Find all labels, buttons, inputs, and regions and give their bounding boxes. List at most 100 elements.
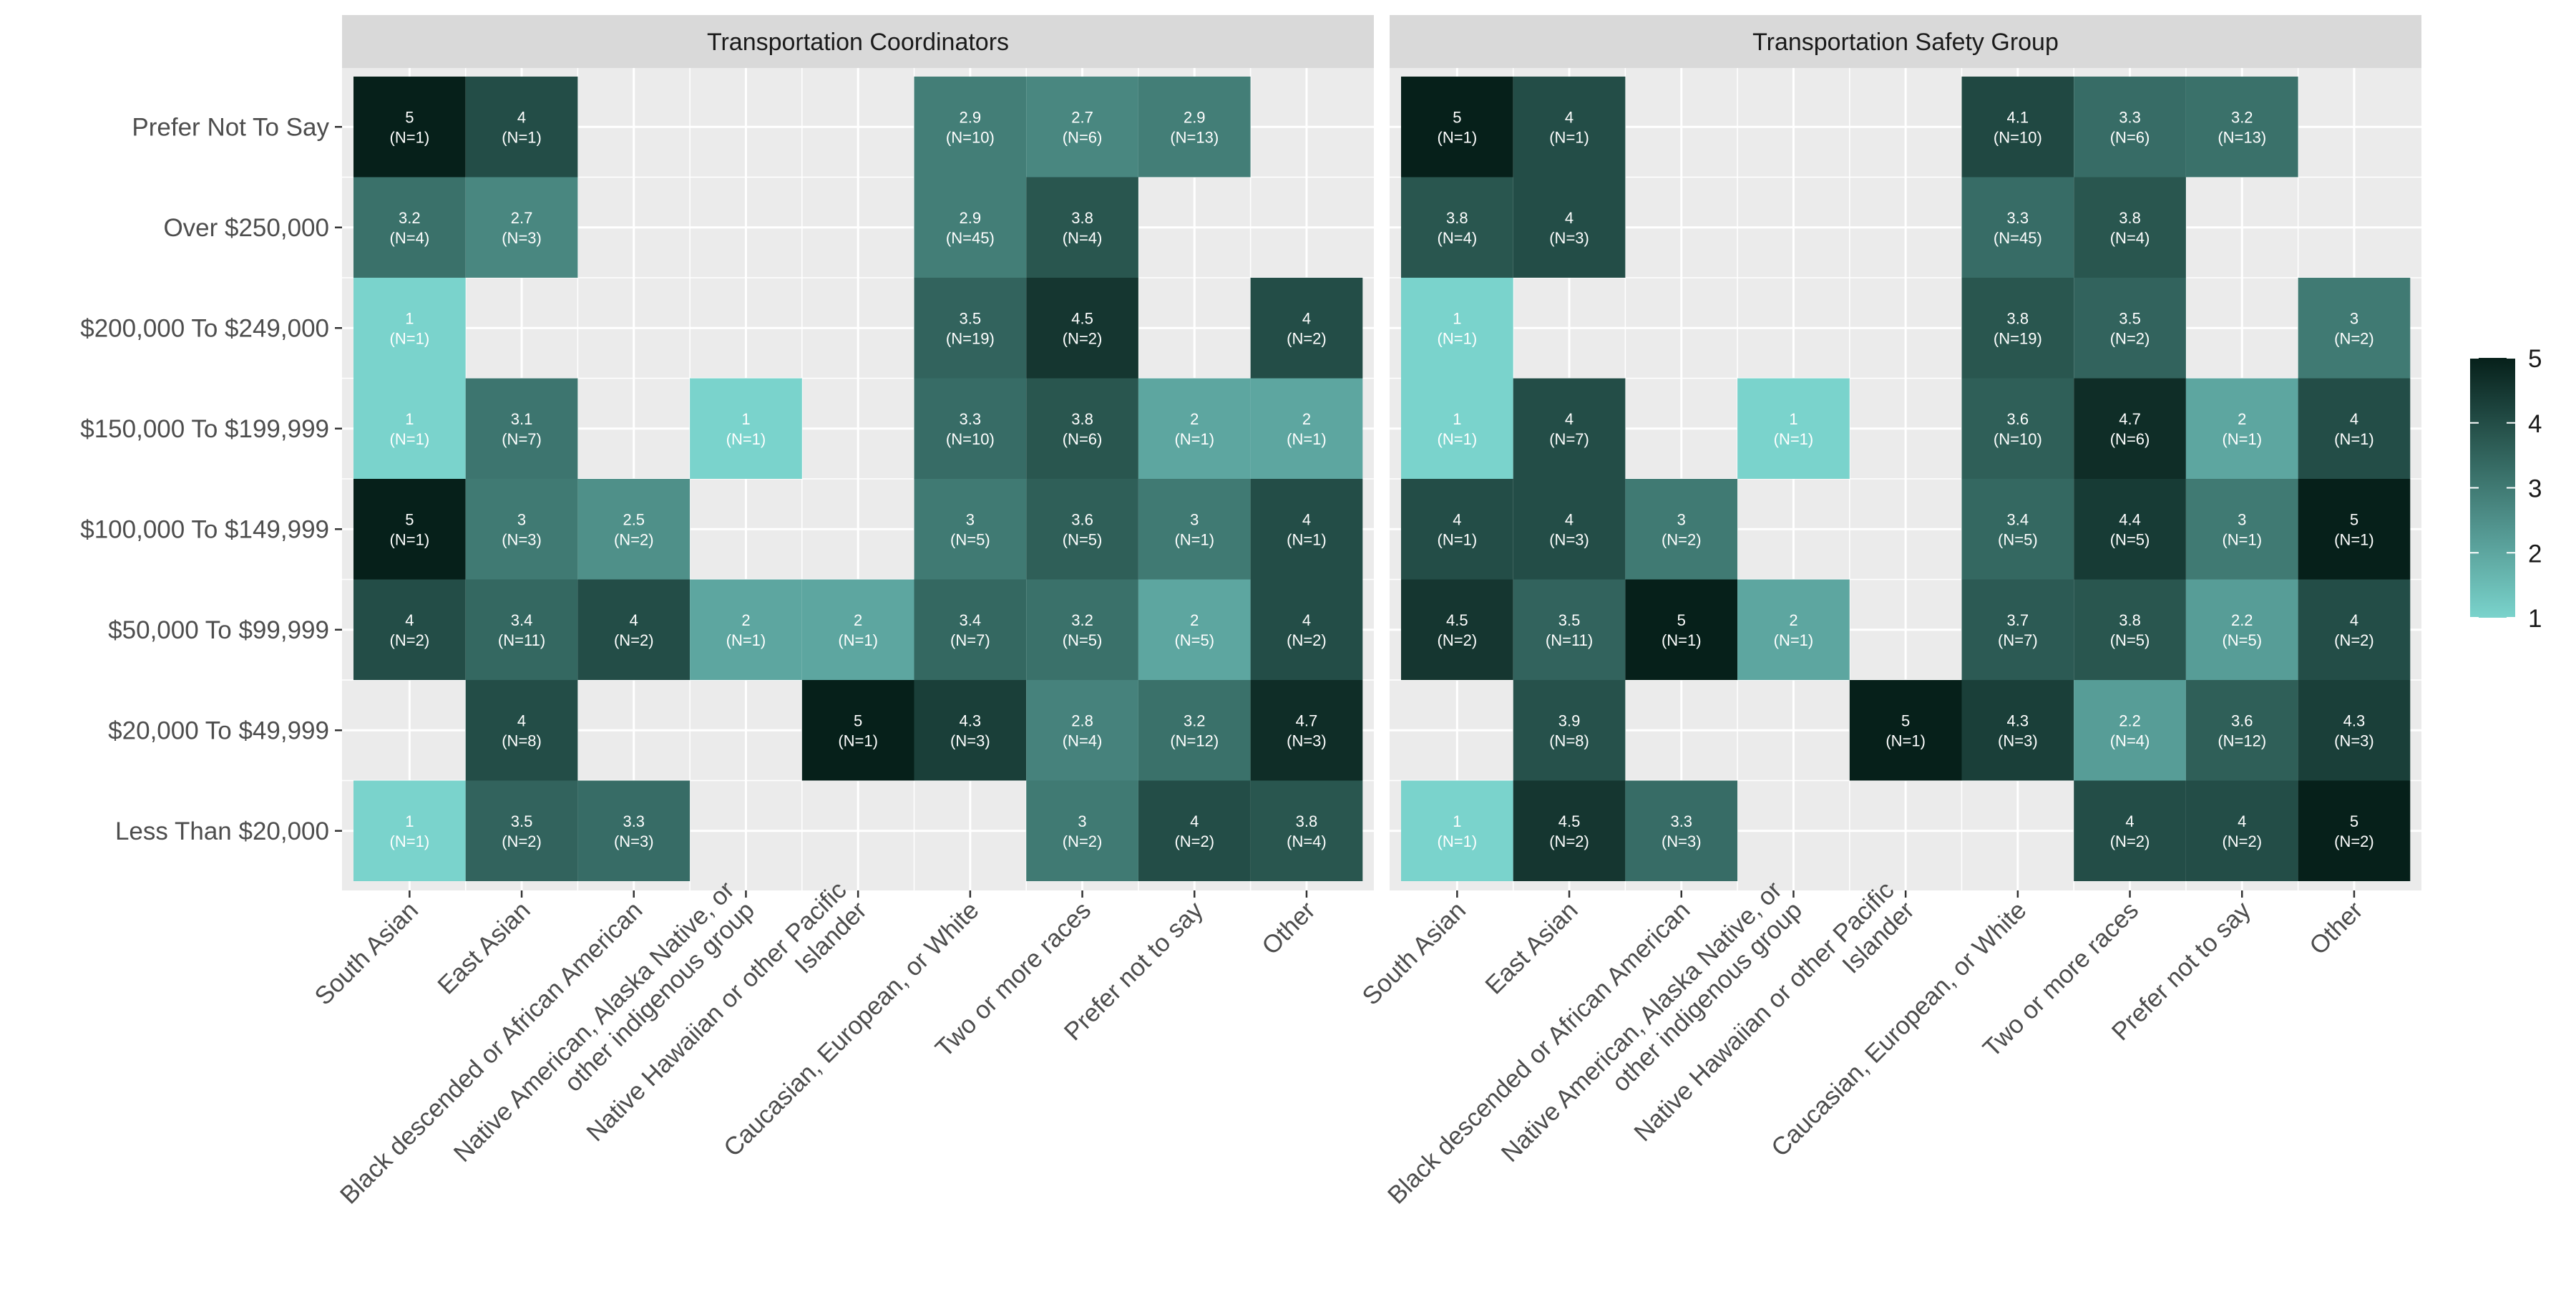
heatmap-cell: [2074, 77, 2186, 178]
heatmap-cell: [1026, 177, 1138, 278]
heatmap-cell: [914, 177, 1027, 278]
cell-n-label: (N=11): [1546, 631, 1593, 649]
cell-value-label: 2: [2238, 410, 2246, 428]
heatmap-cell: [2298, 780, 2411, 881]
cell-value-label: 5: [2350, 510, 2358, 528]
cell-n-label: (N=12): [2218, 732, 2266, 749]
cell-value-label: 4.3: [2007, 711, 2029, 729]
heatmap-cell: [465, 378, 578, 479]
cell-value-label: 2: [1789, 611, 1797, 629]
cell-n-label: (N=2): [614, 530, 654, 548]
heatmap-cell: [465, 77, 578, 178]
cell-value-label: 4.5: [1446, 611, 1468, 629]
x-axis-tick-label: South Asian: [1357, 896, 1471, 1011]
cell-n-label: (N=3): [1287, 732, 1327, 749]
cell-n-label: (N=1): [390, 329, 430, 347]
heatmap-cell: [1737, 579, 1850, 680]
cell-value-label: 3: [2238, 510, 2246, 528]
cell-n-label: (N=6): [2110, 128, 2150, 146]
cell-value-label: 1: [741, 410, 750, 428]
heatmap-cell: [1138, 579, 1251, 680]
cell-value-label: 5: [405, 510, 414, 528]
cell-value-label: 4: [1302, 309, 1311, 327]
cell-value-label: 5: [1677, 611, 1686, 629]
cell-n-label: (N=2): [1287, 631, 1327, 649]
cell-value-label: 2: [741, 611, 750, 629]
x-axis-tick-label-line: Other: [1257, 896, 1321, 961]
heatmap-cell: [1513, 680, 1626, 781]
cell-n-label: (N=2): [614, 631, 654, 649]
cell-n-label: (N=1): [390, 530, 430, 548]
cell-n-label: (N=2): [2334, 631, 2374, 649]
cell-n-label: (N=3): [1662, 832, 1702, 850]
heatmap-cell: [914, 77, 1027, 178]
heatmap-cell: [1138, 479, 1251, 580]
heatmap-cell: [1513, 378, 1626, 479]
heatmap-cell: [1625, 479, 1738, 580]
cell-value-label: 1: [405, 812, 414, 830]
cell-n-label: (N=1): [1662, 631, 1702, 649]
heatmap-cell: [1961, 579, 2074, 680]
heatmap-cell: [1401, 780, 1513, 881]
cell-value-label: 4: [630, 611, 638, 629]
heatmap-cell: [1401, 579, 1513, 680]
heatmap-cell: [465, 177, 578, 278]
heatmap-cell: [1250, 680, 1363, 781]
cell-n-label: (N=1): [838, 631, 878, 649]
heatmap-cell: [2298, 579, 2411, 680]
heatmap-cell: [2074, 278, 2186, 379]
cell-value-label: 3.1: [511, 410, 533, 428]
heatmap-cell: [1961, 77, 2074, 178]
cell-n-label: (N=13): [1170, 128, 1219, 146]
legend-tick-label: 4: [2528, 410, 2542, 438]
cell-n-label: (N=1): [1774, 631, 1814, 649]
heatmap-cell: [353, 378, 466, 479]
cell-n-label: (N=3): [502, 530, 542, 548]
heatmap-cell: [1026, 278, 1138, 379]
y-axis-tick-label: $200,000 To $249,000: [80, 314, 329, 342]
cell-value-label: 2.5: [623, 510, 645, 528]
cell-n-label: (N=45): [946, 229, 995, 247]
cell-n-label: (N=7): [502, 430, 542, 448]
cell-value-label: 3.3: [1670, 812, 1692, 830]
cell-value-label: 4.1: [2007, 108, 2029, 126]
cell-n-label: (N=2): [1438, 631, 1478, 649]
heatmap-cell: [465, 780, 578, 881]
cell-n-label: (N=12): [1170, 732, 1219, 749]
cell-n-label: (N=1): [390, 430, 430, 448]
heatmap-cell: [914, 278, 1027, 379]
heatmap-cell: [577, 479, 691, 580]
cell-value-label: 3.2: [1071, 611, 1093, 629]
cell-n-label: (N=1): [1438, 128, 1478, 146]
cell-n-label: (N=1): [390, 128, 430, 146]
heatmap-cell: [1250, 479, 1363, 580]
heatmap-cell: [353, 278, 466, 379]
heatmap-cell: [1138, 780, 1251, 881]
cell-value-label: 3.6: [1071, 510, 1093, 528]
heatmap-cell: [1026, 77, 1138, 178]
cell-value-label: 3.8: [1446, 209, 1468, 227]
cell-value-label: 4.3: [2343, 711, 2366, 729]
heatmap-cell: [577, 579, 691, 680]
cell-n-label: (N=1): [1438, 430, 1478, 448]
cell-value-label: 5: [854, 711, 862, 729]
heatmap-cell: [1401, 278, 1513, 379]
x-axis-tick-label-line: East Asian: [432, 896, 536, 1000]
heatmap-cell: [1138, 77, 1251, 178]
heatmap-cell: [2074, 579, 2186, 680]
cell-n-label: (N=2): [1174, 832, 1214, 850]
cell-n-label: (N=2): [1662, 530, 1702, 548]
heatmap-cell: [465, 579, 578, 680]
heatmap-cell: [2074, 479, 2186, 580]
heatmap-cell: [353, 579, 466, 680]
cell-n-label: (N=4): [2110, 229, 2150, 247]
heatmap-cell: [1961, 479, 2074, 580]
heatmap-cell: [1961, 378, 2074, 479]
cell-value-label: 4: [2350, 611, 2358, 629]
cell-value-label: 4: [1302, 510, 1311, 528]
cell-value-label: 2: [1190, 611, 1199, 629]
heatmap-cell: [914, 579, 1027, 680]
heatmap-cell: [1250, 579, 1363, 680]
cell-n-label: (N=3): [614, 832, 654, 850]
